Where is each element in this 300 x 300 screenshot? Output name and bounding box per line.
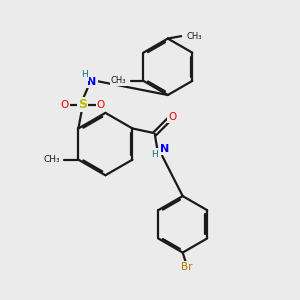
Text: N: N (160, 144, 169, 154)
Text: O: O (168, 112, 177, 122)
Text: N: N (87, 77, 96, 87)
Text: H: H (82, 70, 88, 80)
Text: CH₃: CH₃ (187, 32, 202, 41)
Text: CH₃: CH₃ (43, 155, 60, 164)
Text: O: O (97, 100, 105, 110)
Text: CH₃: CH₃ (111, 76, 126, 85)
Text: O: O (61, 100, 69, 110)
Text: S: S (78, 98, 87, 111)
Text: Br: Br (182, 262, 193, 272)
Text: H: H (152, 149, 158, 158)
